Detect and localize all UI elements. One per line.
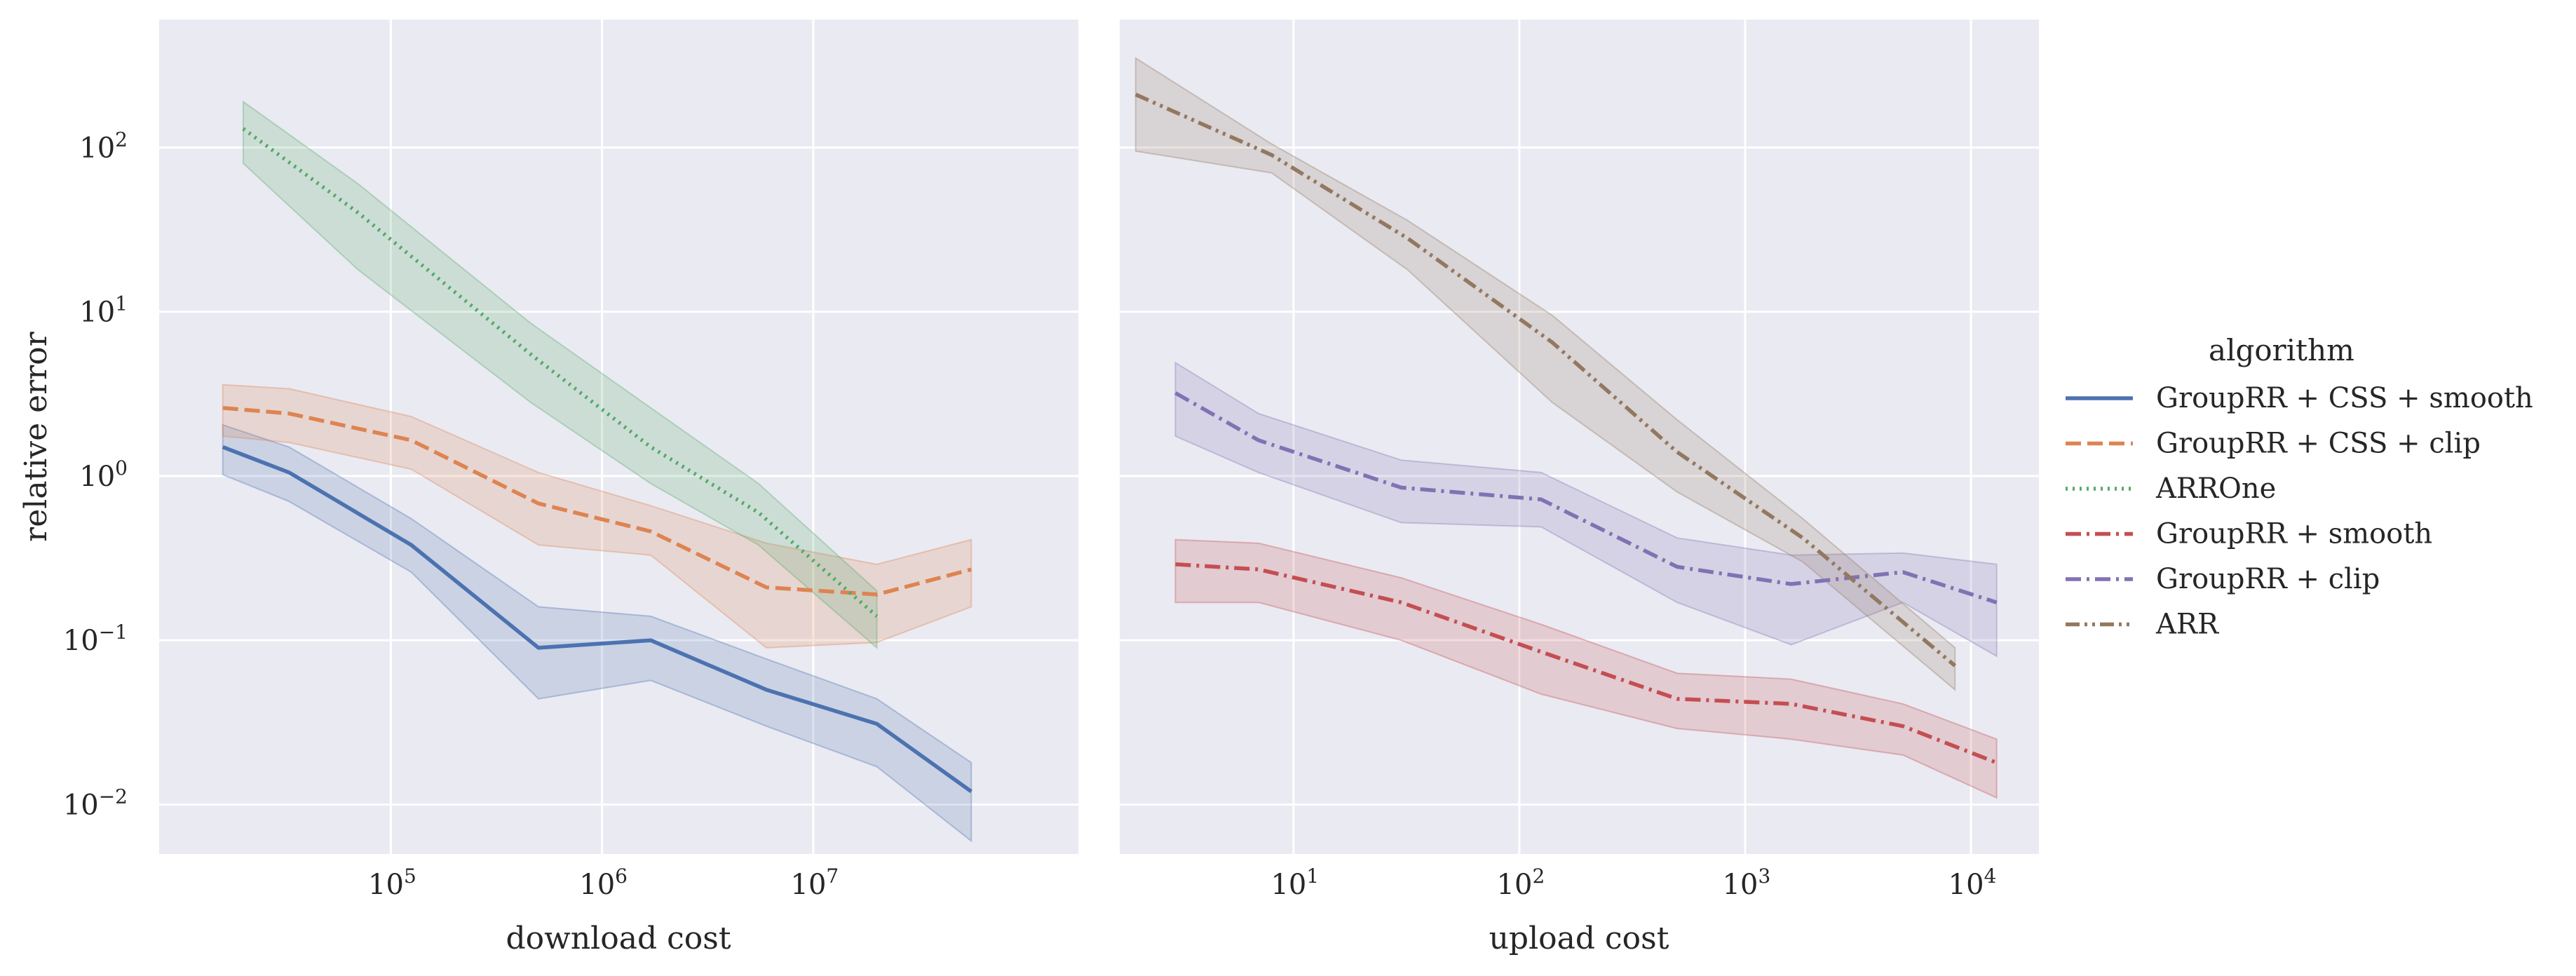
confidence-band: [222, 423, 972, 843]
left-grid: [159, 20, 1078, 854]
right-panel: 101 102 103 104 upload cost: [1120, 20, 2039, 956]
right-x-axis-label: upload cost: [1489, 921, 1669, 956]
left-x-tick-labels: 105 106 107: [368, 865, 839, 901]
legend-entry: GroupRR + smooth: [2066, 518, 2432, 550]
left-plot-background: [159, 20, 1078, 854]
y-tick-label: 101: [79, 292, 128, 329]
legend-entries: GroupRR + CSS + smooth GroupRR + CSS + cl…: [2066, 382, 2533, 641]
x-tick-label: 105: [368, 865, 416, 901]
x-tick-label: 106: [579, 865, 628, 901]
x-tick-label: 101: [1270, 865, 1319, 901]
left-y-tick-labels: 102 101 100 10−1 10−2: [63, 128, 128, 821]
legend-entry: ARROne: [2066, 473, 2276, 505]
legend-entry: ARR: [2066, 609, 2220, 641]
x-tick-label: 103: [1723, 865, 1771, 901]
series-line: [1175, 562, 1998, 765]
series-line: [222, 445, 972, 794]
legend-entry: GroupRR + clip: [2066, 563, 2380, 595]
legend-label: GroupRR + smooth: [2156, 518, 2432, 550]
y-tick-label: 100: [79, 456, 128, 493]
left-series-lines: [222, 127, 972, 794]
y-tick-label: 10−1: [63, 621, 128, 657]
series-line: [222, 405, 972, 597]
legend-label: GroupRR + CSS + clip: [2156, 428, 2481, 460]
x-tick-label: 107: [791, 865, 839, 901]
legend-entry: GroupRR + CSS + clip: [2066, 428, 2481, 460]
legend-title: algorithm: [2209, 333, 2354, 367]
confidence-band: [1134, 56, 1956, 691]
y-axis-label: relative error: [18, 331, 54, 542]
y-tick-label: 102: [79, 128, 128, 164]
right-x-tick-labels: 101 102 103 104: [1270, 865, 1996, 901]
legend-label: ARROne: [2155, 473, 2276, 505]
legend-entry: GroupRR + CSS + smooth: [2066, 382, 2533, 414]
legend-label: GroupRR + clip: [2156, 563, 2380, 595]
x-tick-label: 104: [1948, 865, 1997, 901]
series-line: [1174, 391, 1998, 604]
legend: algorithm GroupRR + CSS + smoothGroupRR …: [2066, 333, 2533, 641]
series-line: [1134, 93, 1957, 667]
right-plot-background: [1120, 20, 2039, 854]
left-x-axis-label: download cost: [506, 921, 731, 956]
right-series-lines: [1134, 93, 1998, 765]
legend-label: GroupRR + CSS + smooth: [2156, 382, 2533, 414]
y-tick-label: 10−2: [63, 785, 128, 821]
legend-label: ARR: [2155, 609, 2220, 641]
left-panel: 105 106 107 102 101 100 10−1 10−2 download cos…: [18, 20, 1078, 956]
right-grid: [1120, 20, 2039, 854]
x-tick-label: 102: [1497, 865, 1545, 901]
